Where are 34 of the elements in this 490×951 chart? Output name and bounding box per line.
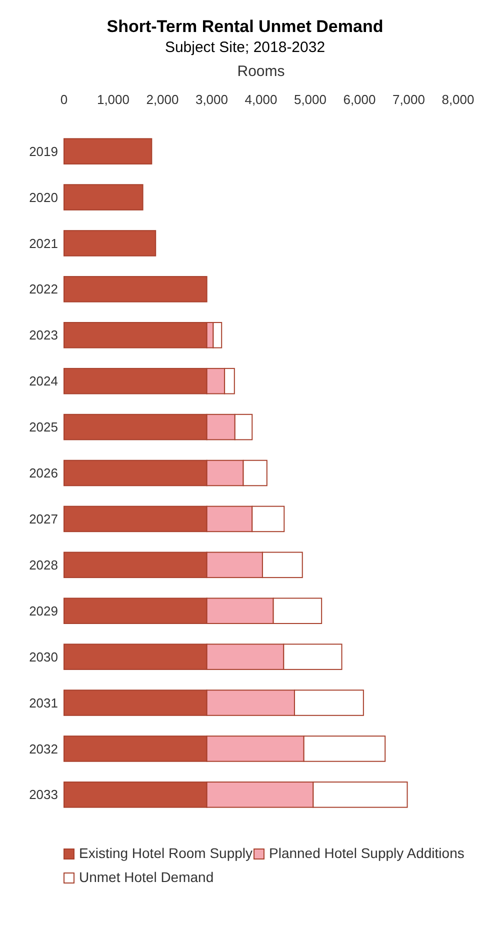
x-axis-title: Rooms <box>237 63 285 80</box>
x-tick-label: 3,000 <box>195 92 228 107</box>
chart-subtitle: Subject Site; 2018-2032 <box>164 39 326 56</box>
y-tick-label: 2029 <box>29 603 58 618</box>
y-tick-label: 2026 <box>29 466 58 481</box>
y-tick-label: 2027 <box>29 512 58 527</box>
legend-label: Unmet Hotel Demand <box>79 869 214 885</box>
legend-label: Planned Hotel Supply Additions <box>269 845 464 861</box>
x-tick-label: 7,000 <box>392 92 426 107</box>
y-tick-label: 2030 <box>29 649 58 664</box>
y-tick-label: 2025 <box>29 420 58 435</box>
y-tick-label: 2023 <box>29 328 58 343</box>
bar <box>64 276 208 302</box>
x-tick-label: 8,000 <box>442 92 474 107</box>
bar <box>64 184 144 210</box>
y-tick-label: 2021 <box>29 236 58 251</box>
x-tick-label: 4,000 <box>244 92 278 107</box>
x-tick-label: 0 <box>60 92 68 107</box>
y-tick-label: 2022 <box>29 282 58 297</box>
chart-title: Short-Term Rental Unmet Demand <box>106 17 384 36</box>
y-tick-label: 2024 <box>29 374 58 389</box>
y-tick-label: 2028 <box>29 557 58 572</box>
x-tick-label: 6,000 <box>343 92 376 107</box>
bar <box>64 138 152 164</box>
x-tick-label: 5,000 <box>294 92 327 107</box>
x-tick-label: 2,000 <box>146 92 179 107</box>
y-tick-label: 2031 <box>29 695 58 710</box>
y-tick-label: 2033 <box>29 787 58 802</box>
y-tick-label: 2032 <box>29 741 58 756</box>
bar <box>64 230 156 256</box>
y-tick-label: 2019 <box>29 144 58 159</box>
x-tick-label: 1,000 <box>96 92 130 107</box>
y-tick-label: 2020 <box>29 190 58 205</box>
legend-label: Existing Hotel Room Supply <box>79 845 253 861</box>
